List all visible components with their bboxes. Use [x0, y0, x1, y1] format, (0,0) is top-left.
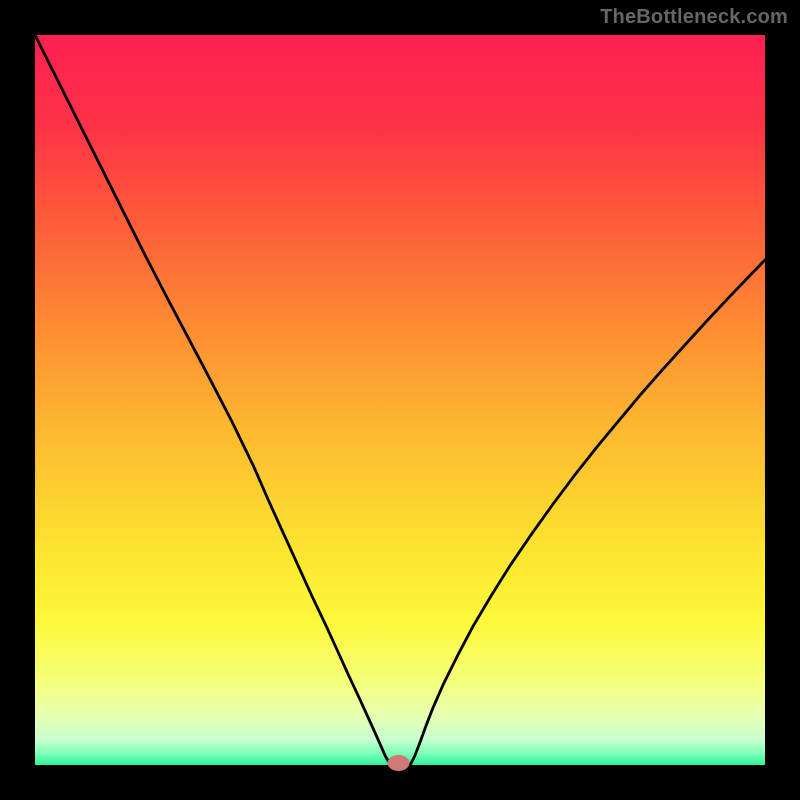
chart-container: TheBottleneck.com: [0, 0, 800, 800]
plot-background: [35, 35, 765, 765]
optimal-point-marker: [388, 755, 410, 771]
bottleneck-curve-chart: [0, 0, 800, 800]
